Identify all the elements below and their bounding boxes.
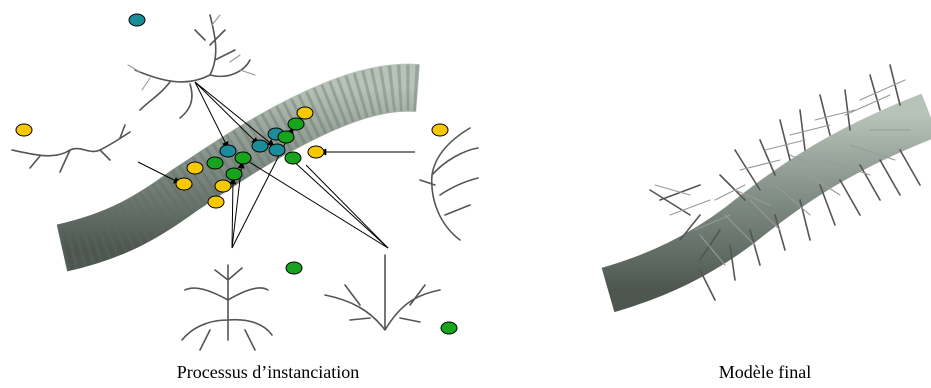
sprig-top — [128, 15, 255, 118]
figure: Processus d’instanciation Modèle final — [0, 0, 931, 388]
sprig-right — [420, 128, 478, 240]
branch-right — [608, 115, 930, 290]
points — [16, 14, 457, 334]
sprig-bottom-left — [182, 265, 272, 350]
caption: Processus d’instanciation — [177, 362, 359, 382]
caption: Modèle final — [719, 362, 811, 382]
sprig-bottom-right — [325, 255, 440, 330]
